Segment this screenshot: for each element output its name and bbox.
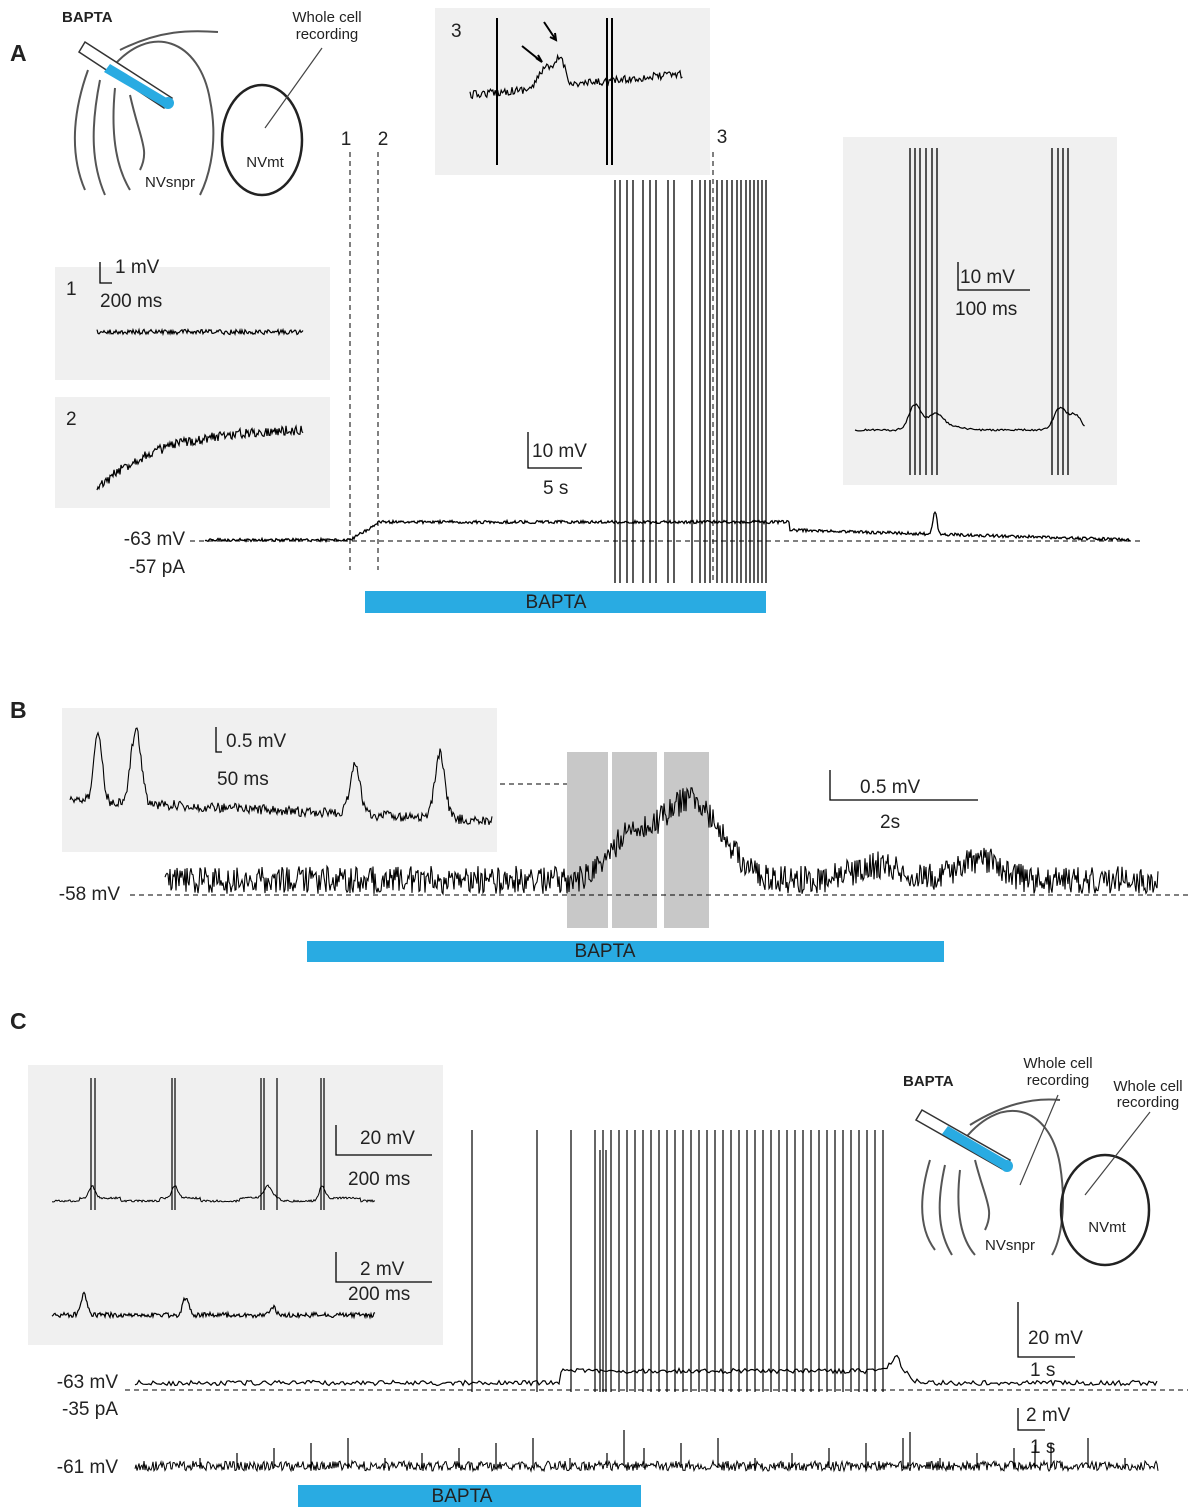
nucleus-outline [1061,1155,1149,1265]
nucleus-outline [222,85,302,195]
inset-label: 1 [66,279,77,300]
panel-label: C [10,1008,27,1034]
panel-label: B [10,697,27,723]
marker-line [350,152,713,580]
nucleus-label: NVsnpr [985,1237,1035,1254]
recording-label: Whole cell [292,9,361,26]
holding-label: -63 mV [124,529,186,550]
drug-label: BAPTA [62,9,113,26]
drug-label: BAPTA [903,1073,954,1090]
scale-label: 10 mV [960,267,1015,288]
recording-label: Whole cell [1113,1078,1182,1095]
scale-label: 2 mV [360,1259,405,1280]
scale-label: 50 ms [217,769,269,790]
inset-box [62,708,497,852]
drug-bar-label: BAPTA [575,941,636,962]
inset-box [55,397,330,508]
panel-label: A [10,40,27,66]
scale-label: 200 ms [348,1284,410,1305]
scale-label: 0.5 mV [860,777,921,798]
nucleus-label: NVmt [1088,1219,1126,1236]
scale-label: 20 mV [1028,1328,1083,1349]
drug-bar-label: BAPTA [526,592,587,613]
scale-label: 2 mV [1026,1405,1071,1426]
holding-label: -58 mV [59,884,121,905]
highlight [567,752,608,928]
figure: A BAPTA Whole cell recording NVsnpr NVmt… [0,0,1188,1508]
inset-label: 2 [66,409,77,430]
schematic [75,31,322,195]
nucleus-label: NVsnpr [145,174,195,191]
electrode [1085,1112,1150,1195]
trace [135,1461,1158,1471]
holding-label: -61 mV [57,1457,119,1478]
scale-label: 100 ms [955,299,1017,320]
scale-label: 200 ms [100,291,162,312]
scale-label: 20 mV [360,1128,415,1149]
nucleus-label: NVmt [246,154,284,171]
scale-label: 1 s [1030,1360,1055,1381]
injection [1001,1160,1013,1172]
drug-bar-label: BAPTA [432,1486,493,1507]
highlight [664,752,709,928]
holding-label: -57 pA [129,557,185,578]
holding-label: -35 pA [62,1399,118,1420]
spikes [472,1130,883,1392]
marker: 3 [717,127,728,148]
scale-label: 0.5 mV [226,731,287,752]
inset-box [55,267,330,380]
scale-label: 5 s [543,478,568,499]
recording-label: recording [1027,1072,1090,1089]
marker: 1 [341,129,352,150]
trace [135,1356,1157,1386]
marker: 2 [378,129,389,150]
scale-label: 2s [880,812,900,833]
recording-label: Whole cell [1023,1055,1092,1072]
scale-label: 200 ms [348,1169,410,1190]
inset-label: 3 [451,21,462,42]
injection [162,97,174,109]
scale-label: 1 mV [115,257,160,278]
holding-label: -63 mV [57,1372,119,1393]
recording-label: recording [296,26,359,43]
scale-label: 10 mV [532,441,587,462]
recording-label: recording [1117,1094,1180,1111]
